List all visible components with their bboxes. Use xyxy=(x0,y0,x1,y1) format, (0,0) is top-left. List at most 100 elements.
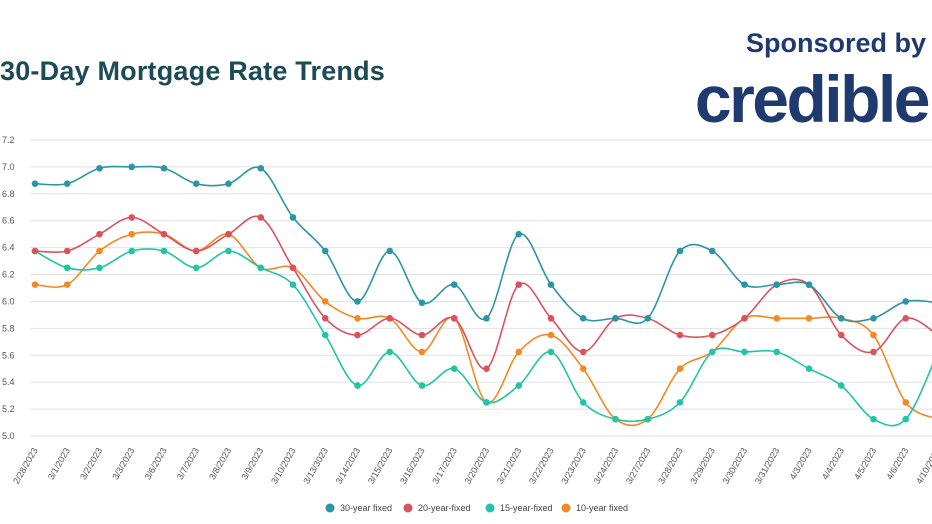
data-point-10-year-fixed[interactable] xyxy=(773,314,781,322)
data-point-20-year-fixed[interactable] xyxy=(63,247,71,255)
data-point-10-year-fixed[interactable] xyxy=(676,365,684,373)
data-point-20-year-fixed[interactable] xyxy=(31,247,39,255)
data-point-20-year-fixed[interactable] xyxy=(515,281,523,288)
data-point-30-year-fixed[interactable] xyxy=(354,298,361,305)
data-point-30-year-fixed[interactable] xyxy=(515,230,523,238)
data-point-15-year-fixed[interactable] xyxy=(579,399,587,406)
data-point-15-year-fixed[interactable] xyxy=(902,415,910,423)
data-point-30-year-fixed[interactable] xyxy=(676,247,684,255)
data-point-10-year-fixed[interactable] xyxy=(805,314,813,322)
data-point-15-year-fixed[interactable] xyxy=(257,264,265,272)
data-point-30-year-fixed[interactable] xyxy=(450,281,458,288)
data-point-30-year-fixed[interactable] xyxy=(547,281,555,288)
data-point-20-year-fixed[interactable] xyxy=(870,348,877,356)
data-point-20-year-fixed[interactable] xyxy=(483,365,490,373)
data-point-20-year-fixed[interactable] xyxy=(96,230,103,238)
data-point-20-year-fixed[interactable] xyxy=(579,348,587,356)
data-point-30-year-fixed[interactable] xyxy=(870,314,877,322)
data-point-15-year-fixed[interactable] xyxy=(63,264,71,272)
legend-label-30-year-fixed[interactable]: 30-year fixed xyxy=(340,503,392,513)
data-point-10-year-fixed[interactable] xyxy=(128,230,136,238)
legend-label-15-year-fixed[interactable]: 15-year-fixed xyxy=(500,503,553,513)
data-point-20-year-fixed[interactable] xyxy=(547,314,555,322)
data-point-20-year-fixed[interactable] xyxy=(354,331,361,339)
data-point-20-year-fixed[interactable] xyxy=(708,331,716,339)
data-point-15-year-fixed[interactable] xyxy=(483,399,490,406)
x-tick-label: 3/16/2023 xyxy=(398,446,427,486)
data-point-20-year-fixed[interactable] xyxy=(289,264,297,272)
data-point-10-year-fixed[interactable] xyxy=(31,281,39,288)
data-point-20-year-fixed[interactable] xyxy=(418,331,426,339)
data-point-15-year-fixed[interactable] xyxy=(837,382,845,389)
data-point-20-year-fixed[interactable] xyxy=(321,314,329,322)
data-point-30-year-fixed[interactable] xyxy=(483,314,490,322)
data-point-20-year-fixed[interactable] xyxy=(902,314,910,322)
data-point-30-year-fixed[interactable] xyxy=(708,247,716,255)
data-point-20-year-fixed[interactable] xyxy=(192,247,200,255)
data-point-15-year-fixed[interactable] xyxy=(676,399,684,406)
data-point-20-year-fixed[interactable] xyxy=(257,214,265,221)
data-point-30-year-fixed[interactable] xyxy=(902,298,910,305)
data-point-15-year-fixed[interactable] xyxy=(289,281,297,288)
data-point-10-year-fixed[interactable] xyxy=(902,399,910,406)
data-point-15-year-fixed[interactable] xyxy=(805,365,813,373)
data-point-30-year-fixed[interactable] xyxy=(160,164,168,172)
data-point-30-year-fixed[interactable] xyxy=(289,214,297,221)
data-point-30-year-fixed[interactable] xyxy=(96,164,103,172)
data-point-15-year-fixed[interactable] xyxy=(644,415,652,423)
data-point-30-year-fixed[interactable] xyxy=(321,247,329,255)
data-point-20-year-fixed[interactable] xyxy=(676,331,684,339)
legend-label-20-year-fixed[interactable]: 20-year-fixed xyxy=(418,503,471,513)
data-point-20-year-fixed[interactable] xyxy=(225,230,232,238)
data-point-20-year-fixed[interactable] xyxy=(450,314,458,322)
data-point-10-year-fixed[interactable] xyxy=(870,331,877,339)
data-point-20-year-fixed[interactable] xyxy=(386,314,394,322)
data-point-15-year-fixed[interactable] xyxy=(321,331,329,339)
brand-logo[interactable]: credible xyxy=(694,62,931,136)
data-point-30-year-fixed[interactable] xyxy=(128,163,136,171)
data-point-20-year-fixed[interactable] xyxy=(160,230,168,238)
data-point-15-year-fixed[interactable] xyxy=(160,247,168,255)
data-point-10-year-fixed[interactable] xyxy=(96,247,103,255)
data-point-10-year-fixed[interactable] xyxy=(321,298,329,305)
data-point-15-year-fixed[interactable] xyxy=(773,348,781,356)
data-point-15-year-fixed[interactable] xyxy=(128,247,136,255)
data-point-30-year-fixed[interactable] xyxy=(257,164,265,172)
data-point-15-year-fixed[interactable] xyxy=(418,382,426,389)
data-point-10-year-fixed[interactable] xyxy=(547,331,555,339)
data-point-30-year-fixed[interactable] xyxy=(612,314,619,322)
data-point-30-year-fixed[interactable] xyxy=(418,299,426,307)
data-point-15-year-fixed[interactable] xyxy=(354,382,361,389)
data-point-15-year-fixed[interactable] xyxy=(225,247,232,255)
data-point-15-year-fixed[interactable] xyxy=(192,264,200,272)
data-point-10-year-fixed[interactable] xyxy=(418,348,426,356)
data-point-30-year-fixed[interactable] xyxy=(386,247,394,255)
data-point-30-year-fixed[interactable] xyxy=(837,314,845,322)
data-point-30-year-fixed[interactable] xyxy=(741,281,748,288)
data-point-30-year-fixed[interactable] xyxy=(63,180,71,188)
data-point-10-year-fixed[interactable] xyxy=(515,348,523,356)
data-point-15-year-fixed[interactable] xyxy=(741,348,748,356)
data-point-15-year-fixed[interactable] xyxy=(547,348,555,356)
data-point-30-year-fixed[interactable] xyxy=(225,180,232,188)
data-point-30-year-fixed[interactable] xyxy=(644,314,652,322)
data-point-15-year-fixed[interactable] xyxy=(708,348,716,356)
data-point-10-year-fixed[interactable] xyxy=(63,281,71,288)
data-point-30-year-fixed[interactable] xyxy=(31,180,39,188)
data-point-30-year-fixed[interactable] xyxy=(192,180,200,188)
data-point-30-year-fixed[interactable] xyxy=(579,314,587,322)
data-point-20-year-fixed[interactable] xyxy=(128,214,136,221)
data-point-30-year-fixed[interactable] xyxy=(805,281,813,288)
data-point-30-year-fixed[interactable] xyxy=(773,281,781,288)
data-point-15-year-fixed[interactable] xyxy=(612,415,619,423)
data-point-20-year-fixed[interactable] xyxy=(741,314,748,322)
data-point-10-year-fixed[interactable] xyxy=(354,314,361,322)
data-point-15-year-fixed[interactable] xyxy=(386,348,394,356)
data-point-15-year-fixed[interactable] xyxy=(515,382,523,389)
legend-label-10-year-fixed[interactable]: 10-year fixed xyxy=(576,503,628,513)
data-point-15-year-fixed[interactable] xyxy=(96,264,103,272)
data-point-10-year-fixed[interactable] xyxy=(579,365,587,373)
data-point-20-year-fixed[interactable] xyxy=(837,331,845,339)
data-point-15-year-fixed[interactable] xyxy=(450,365,458,373)
data-point-15-year-fixed[interactable] xyxy=(870,415,877,423)
